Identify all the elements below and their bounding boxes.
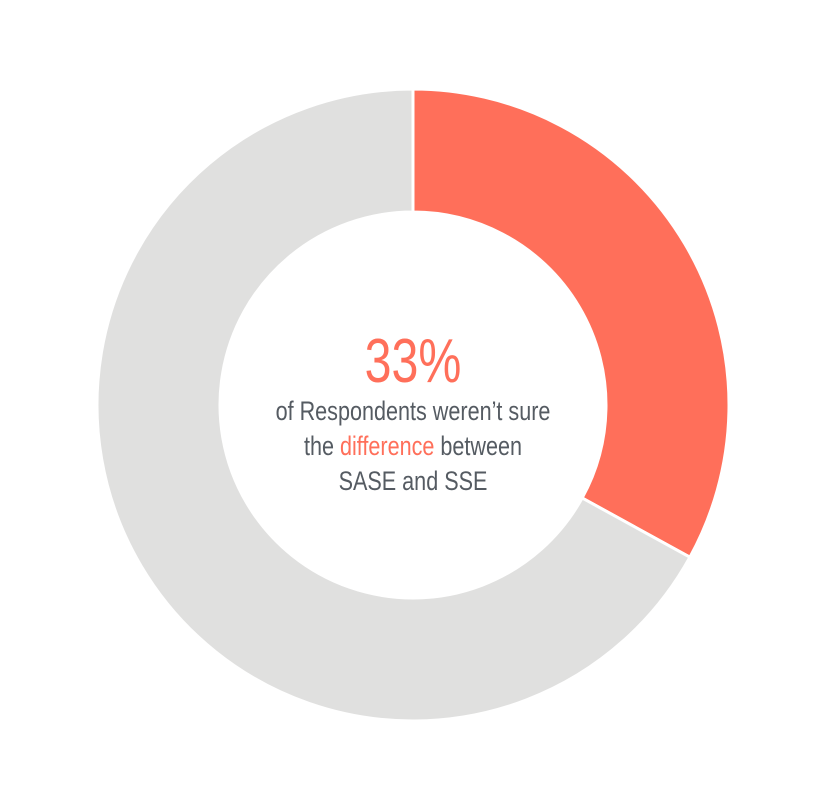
annotation-text: difference: [340, 432, 434, 462]
annotation-text: between: [434, 432, 522, 462]
annotation-line: of Respondents weren’t sure: [276, 397, 551, 427]
donut-segment: [411, 87, 731, 560]
donut-segment: [95, 87, 692, 723]
annotation-text: of Respondents weren’t sure: [276, 397, 551, 427]
value-label: 33%: [365, 326, 462, 395]
annotation-text: the: [304, 432, 340, 462]
annotation-line: SASE and SSE: [339, 467, 488, 497]
annotation-text: SASE and SSE: [339, 467, 488, 497]
annotation-line: the difference between: [304, 432, 522, 462]
